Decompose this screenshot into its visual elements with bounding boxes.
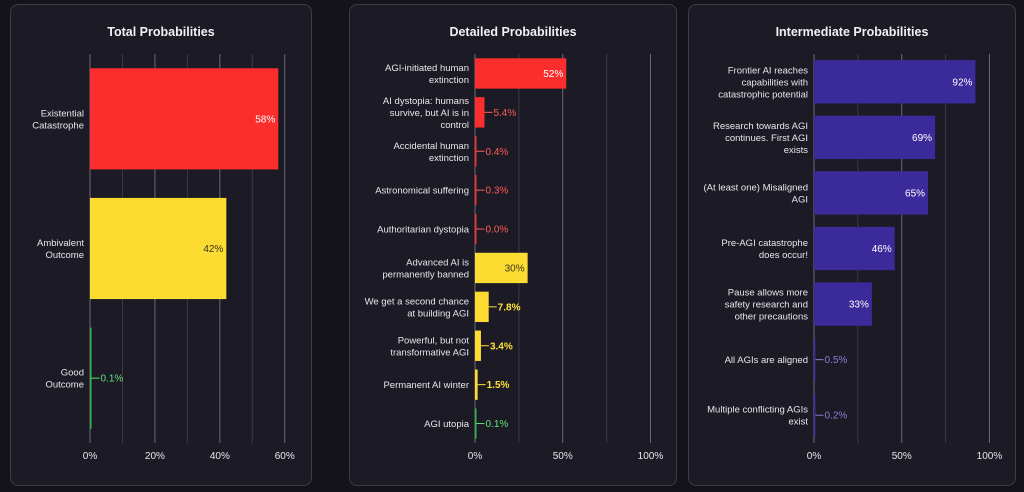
chart-detailed-probabilities: 0% 50% 100% AGI-initiated human extinction 52… [365,54,664,462]
chart-title: Intermediate Probabilities [775,25,929,39]
category-label: Pause allows more safety research and othe… [725,288,809,323]
value-label: 92% [952,77,972,88]
value-label: 0.5% [825,355,848,366]
category-label: AGI utopia [424,419,470,430]
bar [475,174,477,206]
bar [90,68,279,170]
bar [475,58,567,89]
chart-total-probabilities: 0% 20% 40% 60% Existential Catastrophe 58% Ambi… [32,54,295,462]
value-label: 7.8% [498,302,521,313]
value-label: 1.5% [487,380,510,391]
value-label: 3.4% [490,341,513,352]
category-label: Accidental human extinction [393,141,469,164]
x-tick-label: 60% [275,451,295,462]
category-label: Pre-AGI catastrophe does occur! [721,238,808,261]
bar [90,197,227,300]
chart-panel-total: Total Probabilities 0% 20% 40% 60% Existenti… [10,4,312,486]
x-tick-label: 0% [468,451,483,462]
category-label: Ambivalent Outcome [37,238,84,261]
category-label: All AGIs are aligned [725,355,808,366]
bar [814,337,816,382]
bar [814,282,872,326]
value-label: 30% [505,263,525,274]
x-tick-label: 0% [807,451,822,462]
chart-intermediate-probabilities: 0% 50% 100% Frontier AI reaches capabilities… [703,54,1003,462]
x-tick-label: 50% [553,451,573,462]
value-label: 46% [872,244,892,255]
bar [814,171,929,215]
category-label: Powerful, but not transformative AGI [390,335,469,358]
category-label: Authoritarian dystopia [377,225,470,236]
value-label: 58% [255,114,275,125]
x-tick-label: 100% [977,451,1003,462]
category-label: Frontier AI reaches capabilities with cata… [718,65,808,100]
value-label: 69% [912,133,932,144]
category-label: AGI-initiated human extinction [385,63,469,86]
category-label: We get a second chance at building AGI [365,296,469,319]
bar [475,213,477,245]
x-tick-label: 40% [210,451,230,462]
value-label: 0.0% [486,225,509,236]
value-label: 5.4% [493,108,516,119]
bar [475,252,528,284]
value-label: 65% [905,188,925,199]
category-label: Good Outcome [45,368,84,391]
bar [814,115,936,160]
chart-panel-intermediate: Intermediate Probabilities 0% 50% 100% Fron… [688,4,1016,486]
category-label: AI dystopia: humans survive, but AI is in… [383,96,469,131]
value-label: 0.1% [486,419,509,430]
category-label: Existential Catastrophe [32,108,84,131]
x-tick-label: 20% [145,451,165,462]
chart-title: Total Probabilities [107,25,215,39]
bar [475,330,481,361]
chart-title: Detailed Probabilities [449,25,577,39]
bar [475,408,477,439]
category-label: Astronomical suffering [375,186,469,197]
category-label: Advanced AI is permanently banned [382,257,469,280]
bar [475,369,478,400]
bar [814,393,816,437]
value-label: 52% [543,69,563,80]
value-label: 0.3% [486,186,509,197]
chart-panel-detailed: Detailed Probabilities 0% 50% 100% AGI-init… [349,4,677,486]
value-label: 33% [849,300,869,311]
x-tick-label: 100% [638,451,664,462]
value-label: 0.4% [486,147,509,158]
value-label: 0.2% [825,411,848,422]
bar [814,226,895,271]
category-label: Research towards AGI continues. First AGI… [713,121,808,156]
value-label: 42% [203,244,223,255]
x-tick-label: 50% [892,451,912,462]
value-label: 0.1% [101,374,124,385]
x-tick-label: 0% [83,451,98,462]
bar [475,291,489,323]
category-label: (At least one) Misaligned AGI [703,182,808,205]
bar [90,327,92,429]
category-label: Multiple conflicting AGIs exist [707,405,808,428]
bar [475,136,477,167]
category-label: Permanent AI winter [383,380,469,391]
bar [814,60,976,104]
bar [475,97,485,128]
